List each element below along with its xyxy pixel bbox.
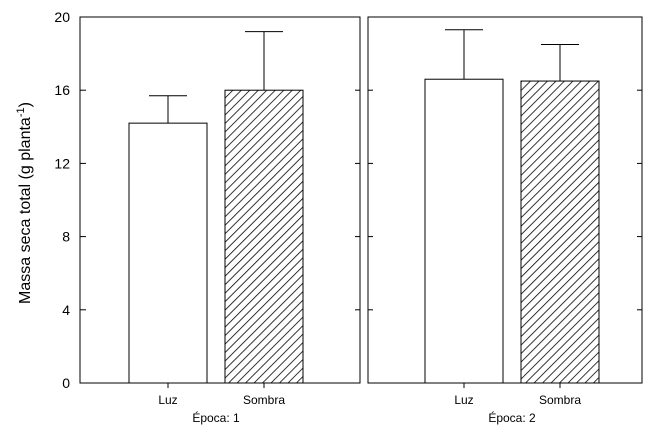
panel-label: Época: 2 [488,410,536,425]
y-axis: 0 4 8 12 16 20 [54,9,86,391]
bar-luz [128,122,208,384]
category-label: Luz [454,393,473,407]
y-tick-label: 4 [62,302,70,318]
panel-label: Época: 1 [192,410,240,425]
bar-luz [424,78,504,384]
bar-sombra [520,80,600,384]
category-label: Luz [158,393,177,407]
category-label: Sombra [539,393,581,407]
y-tick-label: 0 [62,375,70,391]
y-tick-label: 16 [54,82,70,98]
y-tick-label: 20 [54,9,70,25]
panel-frame [79,16,361,384]
y-tick-label: 12 [54,155,70,171]
bar-sombra [224,89,304,384]
y-axis-title: Massa seca total (g planta-1) [15,102,34,304]
panel-frame [367,16,643,384]
y-tick-label: 8 [62,229,70,245]
category-label: Sombra [243,393,285,407]
